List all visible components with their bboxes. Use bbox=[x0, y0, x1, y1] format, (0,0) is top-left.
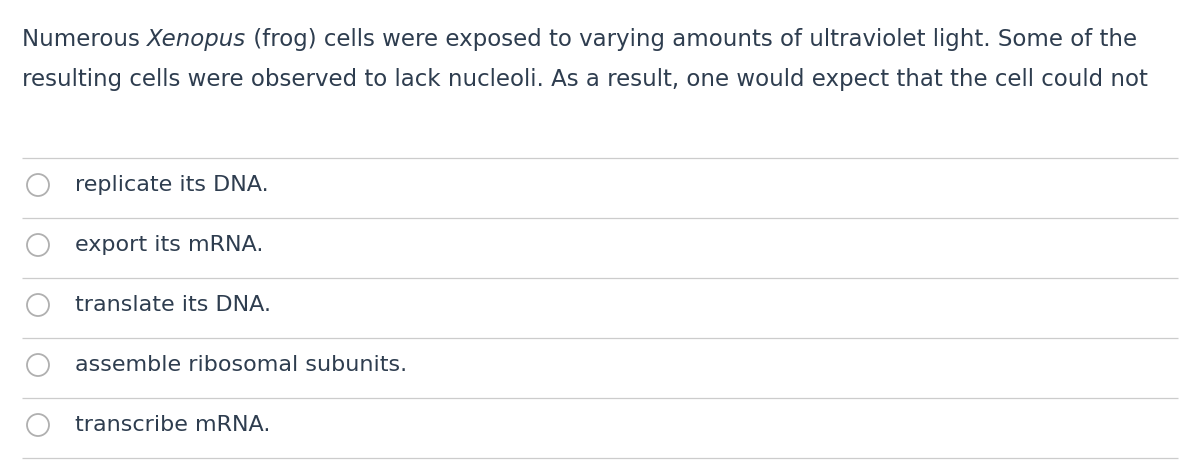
Text: export its mRNA.: export its mRNA. bbox=[74, 235, 263, 255]
Text: translate its DNA.: translate its DNA. bbox=[74, 295, 271, 315]
Text: transcribe mRNA.: transcribe mRNA. bbox=[74, 415, 270, 435]
Text: (frog) cells were exposed to varying amounts of ultraviolet light. Some of the: (frog) cells were exposed to varying amo… bbox=[246, 28, 1138, 51]
Text: resulting cells were observed to lack nucleoli. As a result, one would expect th: resulting cells were observed to lack nu… bbox=[22, 68, 1148, 91]
Text: Xenopus: Xenopus bbox=[148, 28, 246, 51]
Text: replicate its DNA.: replicate its DNA. bbox=[74, 175, 269, 195]
Text: assemble ribosomal subunits.: assemble ribosomal subunits. bbox=[74, 355, 407, 375]
Text: Numerous: Numerous bbox=[22, 28, 148, 51]
